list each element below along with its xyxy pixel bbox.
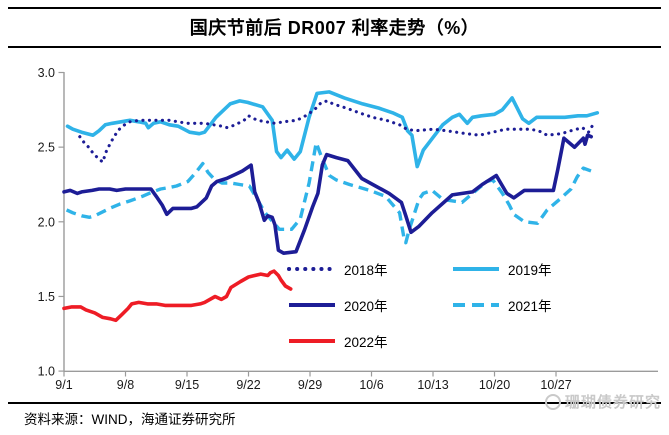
x-tick-label: 9/15 — [175, 378, 199, 392]
bottom-divider — [8, 402, 661, 404]
x-tick-label: 9/29 — [298, 378, 322, 392]
x-tick-label: 9/1 — [55, 378, 72, 392]
legend-swatch-2022 — [289, 338, 335, 343]
legend-label-2019: 2019年 — [508, 262, 552, 278]
y-tick-label: 2.0 — [38, 215, 55, 229]
x-tick-label: 10/13 — [417, 378, 448, 392]
x-tick-labels: 9/1 9/8 9/15 9/22 9/29 10/6 10/13 10/20 10/27 — [55, 378, 571, 392]
series-line-2021 — [65, 140, 592, 245]
x-tick-label: 9/22 — [236, 378, 260, 392]
x-tick-label: 10/6 — [359, 378, 383, 392]
legend-label-2020: 2020年 — [344, 298, 388, 314]
legend-item-2020: 2020年 — [286, 296, 450, 314]
y-tick-labels: 3.0 2.5 2.0 1.5 1.0 — [38, 66, 55, 379]
series-line-2020 — [62, 133, 594, 255]
x-tick-label: 9/8 — [117, 378, 134, 392]
legend-item-2021: 2021年 — [450, 296, 614, 314]
x-tick-label: 10/20 — [479, 378, 510, 392]
top-divider — [8, 7, 661, 9]
series-line-2019 — [65, 90, 600, 169]
watermark-text: 珊瑚债券研究 — [564, 394, 661, 411]
y-tick-label: 3.0 — [38, 66, 55, 80]
legend-swatch-2020 — [289, 302, 335, 307]
legend-swatch-2018 — [287, 266, 337, 271]
legend-label-2021: 2021年 — [508, 298, 552, 314]
series-lines — [62, 90, 600, 323]
series-line-2022 — [62, 269, 293, 323]
watermark-logo-icon — [544, 393, 561, 410]
legend-swatch-2021 — [453, 302, 499, 307]
axis-ticks — [58, 71, 557, 377]
legend-swatch-2019 — [453, 266, 499, 271]
legend-item-2022: 2022年 — [286, 332, 450, 350]
legend-item-2018: 2018年 — [286, 260, 450, 278]
legend-label-2018: 2018年 — [344, 262, 388, 278]
x-tick-label: 10/27 — [540, 378, 571, 392]
y-tick-label: 1.0 — [38, 365, 55, 379]
legend: 2018年 2019年 2020年 2021年 2022年 — [286, 260, 614, 350]
legend-item-2019: 2019年 — [450, 260, 614, 278]
watermark: 珊瑚债券研究 — [544, 391, 661, 412]
page-title: 国庆节前后 DR007 利率走势（%） — [189, 18, 480, 38]
y-tick-label: 1.5 — [38, 290, 55, 304]
source-note: 资料来源：WIND，海通证券研究所 — [24, 412, 236, 427]
series-line-2018 — [78, 99, 596, 164]
legend-label-2022: 2022年 — [344, 334, 388, 350]
line-chart: 3.0 2.5 2.0 1.5 1.0 9/1 9/8 9/15 9/22 9/29 10/6 10… — [38, 66, 658, 392]
title-divider — [8, 46, 661, 48]
y-tick-label: 2.5 — [38, 141, 55, 155]
